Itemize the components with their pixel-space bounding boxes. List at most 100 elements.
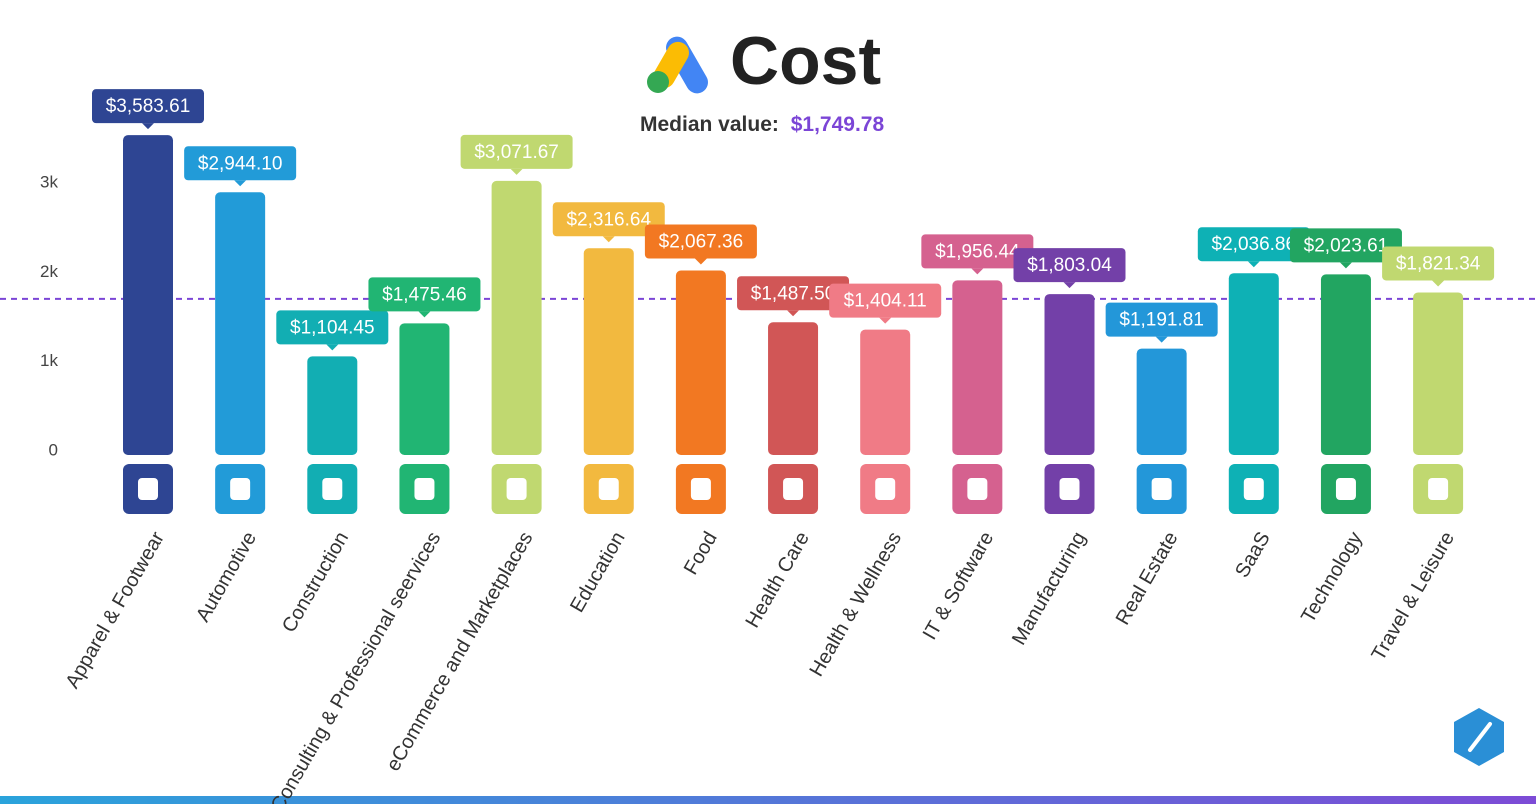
- icon-glyph: [783, 478, 804, 500]
- value-label-pointer: [694, 258, 707, 265]
- value-label: $3,583.61: [106, 96, 191, 117]
- value-label-box: [921, 234, 1034, 269]
- value-label: $1,191.81: [1119, 310, 1204, 331]
- icon-glyph: [1335, 478, 1356, 500]
- value-label-pointer: [1155, 336, 1168, 343]
- subtitle: Median value: $1,749.78: [640, 113, 884, 136]
- icon-glyph: [138, 478, 158, 500]
- value-label-pointer: [1339, 262, 1352, 269]
- value-label-pointer: [1247, 261, 1260, 268]
- value-label-box: [552, 202, 665, 237]
- bar: [860, 329, 911, 455]
- value-label-pointer: [510, 168, 523, 175]
- x-tick-label: Consulting & Professional seervices: [267, 528, 446, 804]
- bar: [123, 135, 173, 455]
- value-label-box: [92, 89, 204, 124]
- y-tick-label: 0: [49, 440, 58, 459]
- bar: [1044, 294, 1095, 455]
- value-label-pointer: [787, 310, 800, 317]
- value-label-box: [184, 146, 297, 181]
- icon-glyph: [506, 478, 527, 500]
- y-tick-label: 2k: [40, 262, 58, 281]
- x-tick-label: Travel & Leisure: [1368, 528, 1459, 664]
- median-label: Median value:: [640, 113, 779, 136]
- value-label-box: [829, 283, 942, 318]
- icon-glyph: [1059, 478, 1080, 500]
- value-label: $3,071.67: [474, 142, 559, 163]
- value-label: $2,316.64: [566, 209, 651, 230]
- value-label: $2,067.36: [659, 232, 744, 253]
- value-label: $2,944.10: [198, 153, 283, 174]
- value-label-box: [1013, 248, 1126, 283]
- value-label: $1,487.50: [751, 283, 836, 304]
- value-label: $2,036.86: [1212, 234, 1297, 255]
- value-label-pointer: [879, 317, 892, 324]
- median-value: $1,749.78: [791, 113, 885, 136]
- x-tick-label: Health Care: [742, 528, 814, 631]
- bar: [307, 356, 358, 455]
- value-label-box: [1289, 228, 1402, 263]
- value-label: $2,023.61: [1304, 235, 1389, 256]
- bar: [215, 192, 266, 455]
- bottom-bar: [0, 796, 1536, 804]
- bar: [1228, 273, 1279, 455]
- icon-glyph: [230, 478, 251, 500]
- value-label-box: [460, 134, 573, 169]
- x-tick-label: Health & Wellness: [806, 528, 907, 680]
- value-label-pointer: [1432, 280, 1445, 287]
- icon-glyph: [967, 478, 988, 500]
- value-label-box: [1105, 302, 1218, 337]
- icon-glyph: [414, 478, 435, 500]
- bar: [675, 270, 726, 455]
- logo: [647, 36, 708, 94]
- value-label: $1,104.45: [290, 317, 375, 338]
- icon-glyph: [322, 478, 343, 500]
- value-label-pointer: [326, 344, 339, 351]
- x-tick-label: Education: [566, 528, 630, 616]
- value-label-box: [276, 310, 389, 345]
- x-tick-label: Automotive: [192, 528, 261, 626]
- value-label: $1,803.04: [1027, 255, 1112, 276]
- icon-glyph: [1151, 478, 1172, 500]
- value-label-box: [644, 224, 757, 259]
- icon-glyph: [875, 478, 896, 500]
- icon-glyph: [598, 478, 619, 500]
- value-label: $1,404.11: [844, 291, 927, 312]
- bar: [1413, 292, 1464, 455]
- icon-glyph: [690, 478, 711, 500]
- bar: [583, 248, 634, 455]
- bar: [768, 322, 819, 455]
- chart-title: Cost: [730, 23, 881, 99]
- value-label-box: [368, 277, 481, 312]
- y-tick-label: 1k: [40, 351, 58, 370]
- value-label: $1,475.46: [382, 284, 467, 305]
- x-tick-label: Apparel & Footwear: [61, 528, 169, 692]
- x-tick-label: SaaS: [1231, 528, 1275, 581]
- y-tick-label: 3k: [40, 173, 58, 192]
- bar: [491, 180, 542, 455]
- value-label-box: [737, 276, 850, 311]
- value-label-pointer: [234, 180, 247, 187]
- bar: [952, 280, 1003, 455]
- value-label-pointer: [418, 311, 431, 318]
- x-tick-label: Manufacturing: [1008, 528, 1090, 649]
- bar: [399, 323, 450, 455]
- value-label-pointer: [971, 268, 984, 275]
- value-label-pointer: [142, 123, 154, 130]
- value-label: $1,821.34: [1396, 253, 1481, 274]
- icon-glyph: [1243, 478, 1264, 500]
- value-label-pointer: [1063, 282, 1076, 289]
- brand-badge: [1454, 708, 1504, 766]
- value-label-pointer: [602, 236, 615, 243]
- x-tick-label: Construction: [278, 528, 353, 636]
- icon-glyph: [1428, 478, 1449, 500]
- x-tick-label: IT & Software: [919, 528, 998, 644]
- x-tick-label: Real Estate: [1112, 528, 1183, 629]
- x-tick-label: Food: [680, 528, 722, 578]
- bar: [1320, 274, 1371, 455]
- value-label-box: [1197, 227, 1310, 262]
- value-label-box: [1382, 246, 1495, 281]
- bar: [1136, 348, 1187, 455]
